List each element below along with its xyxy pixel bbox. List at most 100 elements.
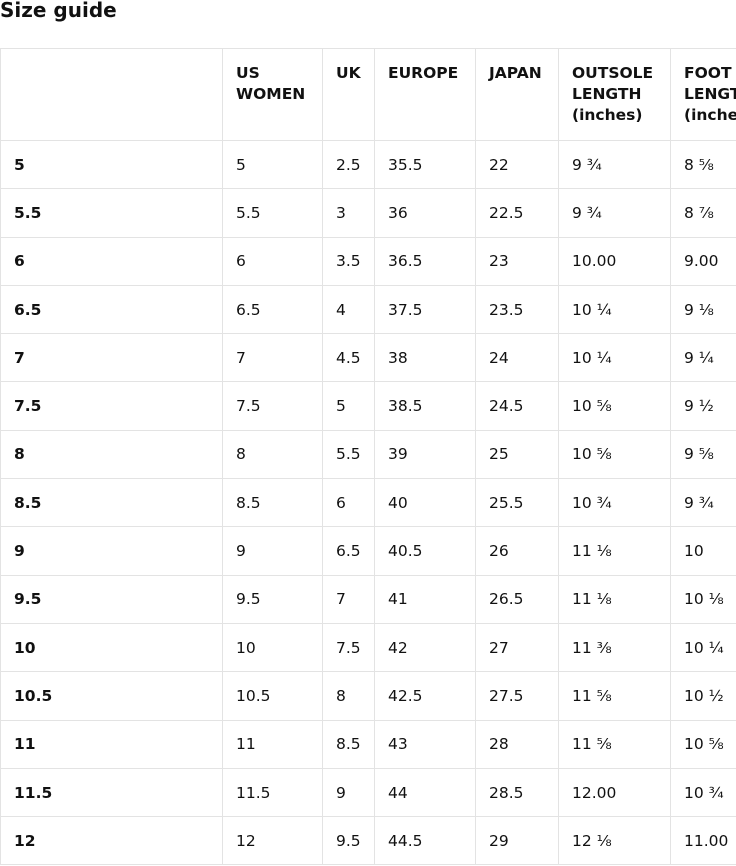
table-cell: 42.5 [374,671,476,721]
table-cell: 36 [374,188,476,238]
row-header: 10.5 [0,671,223,721]
row-header: 5 [0,139,223,190]
table-cell: 5 [222,139,323,190]
table-cell: 44.5 [374,816,476,866]
row-header: 12 [0,816,223,866]
table-cell: 10 ⅝ [558,381,671,431]
table-cell: 38 [374,333,476,383]
table-row: 9 9 6.5 40.5 26 11 ⅛ 10 [0,526,736,576]
row-header: 9.5 [0,574,223,624]
table-cell: 11 ⅛ [558,574,671,624]
table-cell: 10 ½ [670,671,736,721]
table-cell: 10.00 [558,236,671,286]
table-row: 12 12 9.5 44.5 29 12 ⅛ 11.00 [0,816,736,866]
table-row: 6 6 3.5 36.5 23 10.00 9.00 [0,236,736,286]
table-cell: 9.5 [322,816,375,866]
table-cell: 10 ¼ [558,333,671,383]
row-header: 9 [0,526,223,576]
table-cell: 10 ¾ [558,478,671,528]
table-cell: 42 [374,622,476,673]
table-cell: 26 [475,526,559,576]
column-header: JAPAN [475,48,559,141]
table-cell: 10 ¼ [670,622,736,673]
table-cell: 11 ⅜ [558,622,671,673]
row-header: 11 [0,719,223,769]
table-cell: 27.5 [475,671,559,721]
table-cell: 37.5 [374,284,476,335]
table-row: 11 11 8.5 43 28 11 ⅝ 10 ⅝ [0,719,736,769]
table-cell: 10.5 [222,671,323,721]
row-header: 6 [0,236,223,286]
table-cell: 10 ⅝ [558,429,671,480]
table-cell: 11.5 [222,767,323,818]
table-cell: 9 ⅝ [670,429,736,480]
table-cell: 23.5 [475,284,559,335]
table-cell: 8.5 [222,478,323,528]
table-cell: 3.5 [322,236,375,286]
row-header: 7 [0,333,223,383]
table-cell: 43 [374,719,476,769]
row-header: 8 [0,429,223,480]
table-cell: 35.5 [374,139,476,190]
table-cell: 7.5 [222,381,323,431]
table-cell: 8 [322,671,375,721]
page-title: Size guide [0,0,117,22]
table-cell: 9 [322,767,375,818]
column-header: US WOMEN [222,48,323,141]
row-header: 5.5 [0,188,223,238]
table-cell: 39 [374,429,476,480]
row-header: 8.5 [0,478,223,528]
table-cell: 5 [322,381,375,431]
table-cell: 7 [222,333,323,383]
table-cell: 26.5 [475,574,559,624]
table-cell: 10 ⅝ [670,719,736,769]
table-cell: 10 ¾ [670,767,736,818]
table-cell: 6 [222,236,323,286]
table-cell: 10 [222,622,323,673]
table-cell: 11.00 [670,816,736,866]
table-cell: 2.5 [322,139,375,190]
table-cell: 23 [475,236,559,286]
table-cell: 9 ¼ [670,333,736,383]
column-header [0,48,223,141]
table-cell: 11 [222,719,323,769]
table-cell: 9 ⅛ [670,284,736,335]
table-cell: 22 [475,139,559,190]
table-cell: 36.5 [374,236,476,286]
table-row: 9.5 9.5 7 41 26.5 11 ⅛ 10 ⅛ [0,574,736,624]
column-header: OUTSOLE LENGTH (inches) [558,48,671,141]
table-cell: 9 ¾ [558,188,671,238]
table-cell: 12.00 [558,767,671,818]
table-cell: 12 ⅛ [558,816,671,866]
table-cell: 9 [222,526,323,576]
table-cell: 11 ⅝ [558,671,671,721]
table-cell: 10 [670,526,736,576]
table-row: 10 10 7.5 42 27 11 ⅜ 10 ¼ [0,622,736,673]
row-header: 6.5 [0,284,223,335]
table-cell: 9 ¾ [670,478,736,528]
table-cell: 25.5 [475,478,559,528]
header-row: US WOMEN UK EUROPE JAPAN OUTSOLE LENGTH (inc… [0,48,736,141]
table-row: 11.5 11.5 9 44 28.5 12.00 10 ¾ [0,767,736,818]
table-cell: 6 [322,478,375,528]
table-cell: 4 [322,284,375,335]
table-cell: 12 [222,816,323,866]
table-wrapper: US WOMEN UK EUROPE JAPAN OUTSOLE LENGTH (inc… [0,48,736,866]
column-header: EUROPE [374,48,476,141]
table-head: US WOMEN UK EUROPE JAPAN OUTSOLE LENGTH (inc… [0,48,736,141]
table-cell: 44 [374,767,476,818]
table-cell: 8 ⅝ [670,139,736,190]
table-cell: 8 [222,429,323,480]
table-cell: 6.5 [222,284,323,335]
table-cell: 9.00 [670,236,736,286]
table-cell: 7.5 [322,622,375,673]
